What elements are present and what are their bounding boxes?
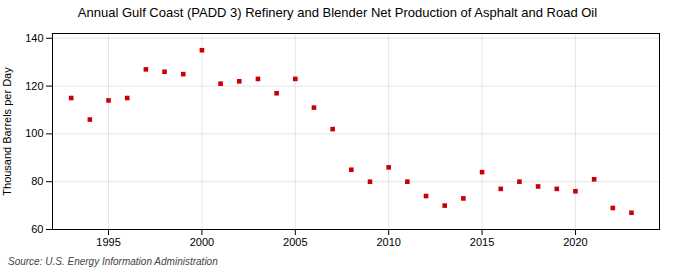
svg-text:2015: 2015 [470,236,494,248]
svg-text:2000: 2000 [190,236,214,248]
svg-text:120: 120 [25,80,43,92]
svg-text:Thousand Barrels per Day: Thousand Barrels per Day [1,67,13,196]
html-text:Annual Gulf Coast (PADD 3) Ref: Annual Gulf Coast (PADD 3) Refinery and … [77,5,598,20]
svg-text:100: 100 [25,127,43,139]
svg-text:2005: 2005 [283,236,307,248]
svg-text:80: 80 [31,175,43,187]
svg-text:2010: 2010 [376,236,400,248]
html-text:Source: U.S. Energy Informatio: Source: U.S. Energy Information Administ… [8,256,218,267]
svg-text:60: 60 [31,223,43,235]
svg-text:140: 140 [25,32,43,44]
svg-text:1995: 1995 [96,236,120,248]
svg-text:2020: 2020 [563,236,587,248]
